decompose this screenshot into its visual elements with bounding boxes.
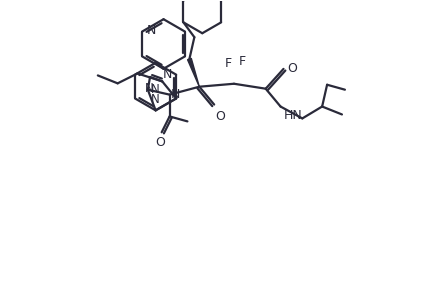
Text: N: N [171,88,180,101]
Polygon shape [187,58,199,87]
Text: N: N [145,82,154,95]
Text: HN: HN [283,108,302,122]
Text: O: O [156,136,165,149]
Text: F: F [224,57,231,70]
Text: N: N [147,24,157,37]
Text: N: N [151,93,160,106]
Text: O: O [287,62,297,75]
Text: F: F [238,55,246,68]
Text: N: N [163,68,172,81]
Text: O: O [215,110,225,122]
Text: N: N [150,83,159,96]
